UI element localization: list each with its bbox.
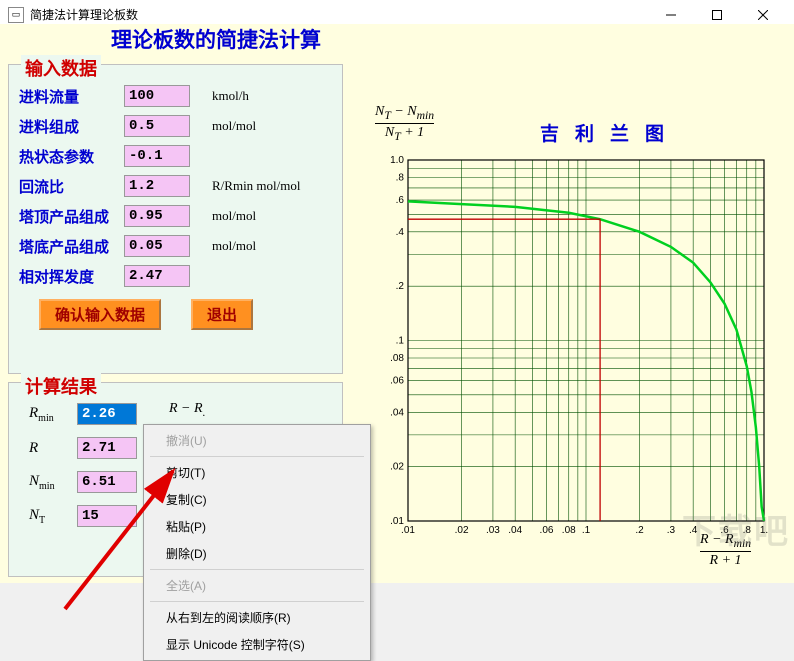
input-label: 回流比 [19,176,124,197]
watermark: 下载吧 [682,504,790,553]
svg-text:.8: .8 [396,172,405,183]
menu-item: 撤消(U) [146,427,368,454]
input-field-0[interactable] [124,85,190,107]
input-unit: kmol/h [212,88,249,104]
chart-label: 吉利兰图 [540,119,680,146]
input-row: 回流比 R/Rmin mol/mol [19,171,342,201]
result-field-3[interactable] [77,505,137,527]
input-field-6[interactable] [124,265,190,287]
menu-separator [150,456,364,457]
result-field-1[interactable] [77,437,137,459]
input-field-1[interactable] [124,115,190,137]
svg-text:.03: .03 [486,525,500,536]
menu-item[interactable]: 删除(D) [146,540,368,567]
input-label: 进料流量 [19,86,124,107]
svg-text:.06: .06 [540,525,554,536]
input-row: 相对挥发度 [19,261,342,291]
menu-item[interactable]: 从右到左的阅读顺序(R) [146,604,368,631]
gilliland-chart: .01.02.03.04.06.08.1.2.3.4.6.81.1.0.8.6.… [370,154,770,549]
result-field-0[interactable] [77,403,137,425]
menu-separator [150,601,364,602]
input-field-5[interactable] [124,235,190,257]
input-label: 塔顶产品组成 [19,206,124,227]
menu-item[interactable]: 粘贴(P) [146,513,368,540]
menu-item[interactable]: 复制(C) [146,486,368,513]
input-unit: mol/mol [212,238,256,254]
result-symbol: Nmin [29,473,77,492]
svg-text:.08: .08 [562,525,576,536]
svg-text:.01: .01 [390,516,404,527]
context-menu: 撤消(U) 剪切(T)复制(C)粘贴(P)删除(D) 全选(A) 从右到左的阅读顺序(… [143,424,371,661]
input-field-2[interactable] [124,145,190,167]
input-label: 热状态参数 [19,146,124,167]
result-panel-legend: 计算结果 [21,373,101,399]
input-label: 进料组成 [19,116,124,137]
svg-text:.08: .08 [390,353,404,364]
input-unit: mol/mol [212,118,256,134]
input-field-3[interactable] [124,175,190,197]
input-row: 塔顶产品组成 mol/mol [19,201,342,231]
svg-text:.2: .2 [635,525,644,536]
input-unit: R/Rmin mol/mol [212,178,301,194]
input-unit: mol/mol [212,208,256,224]
result-extra-label: R − R. [169,401,205,419]
input-panel-legend: 输入数据 [21,55,101,81]
svg-text:.3: .3 [667,525,676,536]
svg-text:.6: .6 [396,195,405,206]
input-label: 相对挥发度 [19,266,124,287]
result-symbol: R [29,440,77,457]
client-area: 输入数据 进料流量 kmol/h 进料组成 mol/mol 热状态参数回流比 R/Rmin… [0,24,794,583]
svg-text:.4: .4 [396,227,405,238]
svg-text:.1: .1 [396,336,405,347]
result-symbol: Rmin [29,405,77,424]
svg-text:.1: .1 [582,525,591,536]
input-row: 塔底产品组成 mol/mol [19,231,342,261]
input-row: 热状态参数 [19,141,342,171]
result-symbol: NT [29,507,77,526]
svg-text:.06: .06 [390,376,404,387]
svg-text:.2: .2 [396,281,405,292]
svg-text:1.0: 1.0 [390,155,404,166]
result-field-2[interactable] [77,471,137,493]
svg-text:.04: .04 [508,525,522,536]
menu-item[interactable]: 剪切(T) [146,459,368,486]
input-row: 进料流量 kmol/h [19,81,342,111]
confirm-button[interactable]: 确认输入数据 [39,299,161,330]
svg-text:.02: .02 [455,525,469,536]
svg-text:.02: .02 [390,462,404,473]
window-icon: ▭ [8,7,24,23]
menu-separator [150,569,364,570]
y-axis-formula: NT − Nmin NT + 1 [375,104,434,143]
input-label: 塔底产品组成 [19,236,124,257]
menu-item: 全选(A) [146,572,368,599]
input-buttons: 确认输入数据 退出 [39,299,342,330]
svg-text:.04: .04 [390,407,404,418]
input-field-4[interactable] [124,205,190,227]
input-row: 进料组成 mol/mol [19,111,342,141]
window-title: 简捷法计算理论板数 [30,6,138,23]
input-panel: 输入数据 进料流量kmol/h进料组成mol/mol热状态参数回流比R/Rmin… [8,64,343,374]
exit-button[interactable]: 退出 [191,299,253,330]
right-title: 理论板数的简捷法计算 [0,24,432,54]
menu-item[interactable]: 显示 Unicode 控制字符(S) [146,631,368,658]
